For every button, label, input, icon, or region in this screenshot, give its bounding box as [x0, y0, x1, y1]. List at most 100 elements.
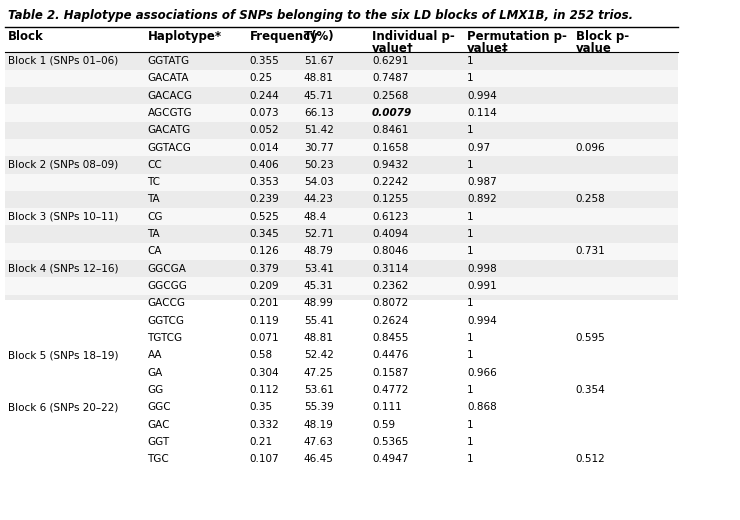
Text: 0.4772: 0.4772	[372, 385, 408, 395]
Bar	[4, 312, 678, 330]
Text: value‡: value‡	[467, 42, 509, 55]
Text: 0.201: 0.201	[249, 298, 279, 308]
Text: 1: 1	[467, 350, 474, 360]
Text: value†: value†	[372, 42, 414, 55]
Text: 0.114: 0.114	[467, 108, 497, 118]
Text: 0.868: 0.868	[467, 402, 497, 412]
Text: GACATG: GACATG	[147, 125, 191, 135]
Text: 1: 1	[467, 333, 474, 343]
Text: 0.304: 0.304	[249, 368, 279, 378]
Bar	[4, 364, 678, 382]
Text: 0.892: 0.892	[467, 194, 497, 204]
Bar	[4, 434, 678, 451]
Text: 0.1587: 0.1587	[372, 368, 408, 378]
Text: GGTATG: GGTATG	[147, 56, 189, 66]
Bar	[4, 295, 678, 312]
Text: 0.2362: 0.2362	[372, 281, 408, 291]
Text: 0.332: 0.332	[249, 420, 279, 430]
Text: GACACG: GACACG	[147, 90, 192, 100]
Bar	[4, 382, 678, 399]
Text: 0.2568: 0.2568	[372, 90, 408, 100]
Text: Permutation p-: Permutation p-	[467, 30, 567, 43]
Text: GAC: GAC	[147, 420, 170, 430]
Text: CA: CA	[147, 246, 162, 256]
Text: TGTCG: TGTCG	[147, 333, 183, 343]
Text: Frequency: Frequency	[249, 30, 318, 43]
Text: 0.8046: 0.8046	[372, 246, 408, 256]
Text: 0.2624: 0.2624	[372, 316, 408, 326]
Text: Haplotype*: Haplotype*	[147, 30, 222, 43]
Bar	[4, 451, 678, 468]
Text: 51.67: 51.67	[304, 56, 334, 66]
Text: 0.354: 0.354	[576, 385, 605, 395]
Text: 0.209: 0.209	[249, 281, 279, 291]
Text: 0.5365: 0.5365	[372, 437, 408, 447]
Bar	[4, 27, 678, 52]
Text: 44.23: 44.23	[304, 194, 334, 204]
Text: Block: Block	[8, 30, 44, 43]
Text: 0.244: 0.244	[249, 90, 279, 100]
Text: 52.71: 52.71	[304, 229, 334, 239]
Text: 0.97: 0.97	[467, 142, 490, 152]
Bar	[4, 416, 678, 434]
Text: 0.35: 0.35	[249, 402, 272, 412]
Text: 0.112: 0.112	[249, 385, 279, 395]
Text: Block 2 (SNPs 08–09): Block 2 (SNPs 08–09)	[8, 160, 118, 170]
Text: 0.119: 0.119	[249, 316, 279, 326]
Text: 0.071: 0.071	[249, 333, 279, 343]
Text: Individual p-: Individual p-	[372, 30, 454, 43]
Text: 1: 1	[467, 246, 474, 256]
Text: 0.239: 0.239	[249, 194, 279, 204]
Text: CC: CC	[147, 160, 162, 170]
Bar	[4, 122, 678, 139]
Text: 0.512: 0.512	[576, 454, 605, 464]
Text: 48.99: 48.99	[304, 298, 334, 308]
Text: 0.355: 0.355	[249, 56, 279, 66]
Text: TA: TA	[147, 194, 160, 204]
Text: value: value	[576, 42, 612, 55]
Text: 0.987: 0.987	[467, 177, 497, 187]
Text: 0.966: 0.966	[467, 368, 497, 378]
Text: 0.111: 0.111	[372, 402, 402, 412]
Text: 55.39: 55.39	[304, 402, 334, 412]
Text: 0.994: 0.994	[467, 316, 497, 326]
Text: 45.71: 45.71	[304, 90, 334, 100]
Text: 0.4094: 0.4094	[372, 229, 408, 239]
Text: 47.63: 47.63	[304, 437, 334, 447]
Text: 48.81: 48.81	[304, 73, 334, 83]
Text: 0.4476: 0.4476	[372, 350, 408, 360]
Text: 0.8072: 0.8072	[372, 298, 408, 308]
Text: 1: 1	[467, 125, 474, 135]
Text: 55.41: 55.41	[304, 316, 334, 326]
Text: GACCG: GACCG	[147, 298, 186, 308]
Bar	[4, 104, 678, 122]
Text: 0.58: 0.58	[249, 350, 272, 360]
Text: TGC: TGC	[147, 454, 169, 464]
Text: 0.7487: 0.7487	[372, 73, 408, 83]
Text: 1: 1	[467, 229, 474, 239]
Bar	[4, 399, 678, 416]
Text: 0.6291: 0.6291	[372, 56, 408, 66]
Text: 0.0079: 0.0079	[372, 108, 412, 118]
Bar	[4, 260, 678, 278]
Text: 0.258: 0.258	[576, 194, 605, 204]
Text: GGC: GGC	[147, 402, 171, 412]
Bar	[4, 174, 678, 191]
Text: 0.107: 0.107	[249, 454, 279, 464]
Bar	[4, 191, 678, 208]
Text: 0.8455: 0.8455	[372, 333, 408, 343]
Text: Block 3 (SNPs 10–11): Block 3 (SNPs 10–11)	[8, 212, 118, 222]
Text: Block 1 (SNPs 01–06): Block 1 (SNPs 01–06)	[8, 56, 118, 66]
Text: 0.9432: 0.9432	[372, 160, 408, 170]
Text: 1: 1	[467, 56, 474, 66]
Text: 50.23: 50.23	[304, 160, 334, 170]
Text: Block 4 (SNPs 12–16): Block 4 (SNPs 12–16)	[8, 264, 118, 274]
Text: 53.41: 53.41	[304, 264, 334, 274]
Text: 0.3114: 0.3114	[372, 264, 408, 274]
Text: 1: 1	[467, 298, 474, 308]
Bar	[4, 52, 678, 70]
Text: GGCGA: GGCGA	[147, 264, 186, 274]
Text: Block 6 (SNPs 20–22): Block 6 (SNPs 20–22)	[8, 402, 118, 412]
Text: GACATA: GACATA	[147, 73, 189, 83]
Text: 1: 1	[467, 73, 474, 83]
